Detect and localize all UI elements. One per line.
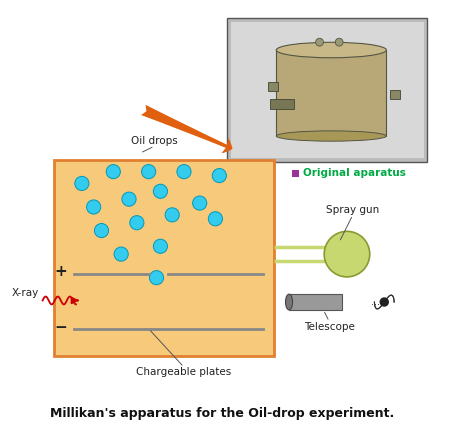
Text: Telescope: Telescope [304,322,355,332]
Circle shape [149,271,164,285]
Bar [289,294,342,310]
Circle shape [324,232,370,277]
Text: −: − [54,320,67,335]
Bar [227,19,428,162]
Ellipse shape [285,294,292,310]
Circle shape [106,165,120,179]
Ellipse shape [276,42,386,58]
Circle shape [165,208,179,222]
Circle shape [122,192,136,206]
Circle shape [94,224,109,237]
Circle shape [209,212,222,226]
Circle shape [114,247,128,261]
Text: Oil drops: Oil drops [131,136,178,146]
Bar [231,22,424,158]
FancyBboxPatch shape [55,160,274,356]
Text: +: + [54,264,67,279]
Circle shape [154,184,167,198]
Circle shape [335,38,343,46]
Text: Original aparatus: Original aparatus [303,168,406,178]
Text: ...: ... [371,297,380,307]
Bar [270,99,294,109]
Text: Spray gun: Spray gun [326,205,380,215]
Circle shape [177,165,191,179]
Bar [276,50,386,136]
Circle shape [75,176,89,190]
Text: Millikan's apparatus for the Oil-drop experiment.: Millikan's apparatus for the Oil-drop ex… [50,407,395,420]
Circle shape [154,239,167,253]
Circle shape [316,38,323,46]
Circle shape [192,196,207,210]
Circle shape [142,165,155,179]
Circle shape [87,200,101,214]
Bar [268,83,278,91]
Circle shape [130,216,144,230]
Circle shape [380,297,389,307]
Text: Chargeable plates: Chargeable plates [137,367,232,377]
Circle shape [212,168,227,183]
Text: X-ray: X-ray [11,288,39,298]
Bar [390,90,400,99]
Ellipse shape [276,131,386,141]
Bar [292,170,299,177]
